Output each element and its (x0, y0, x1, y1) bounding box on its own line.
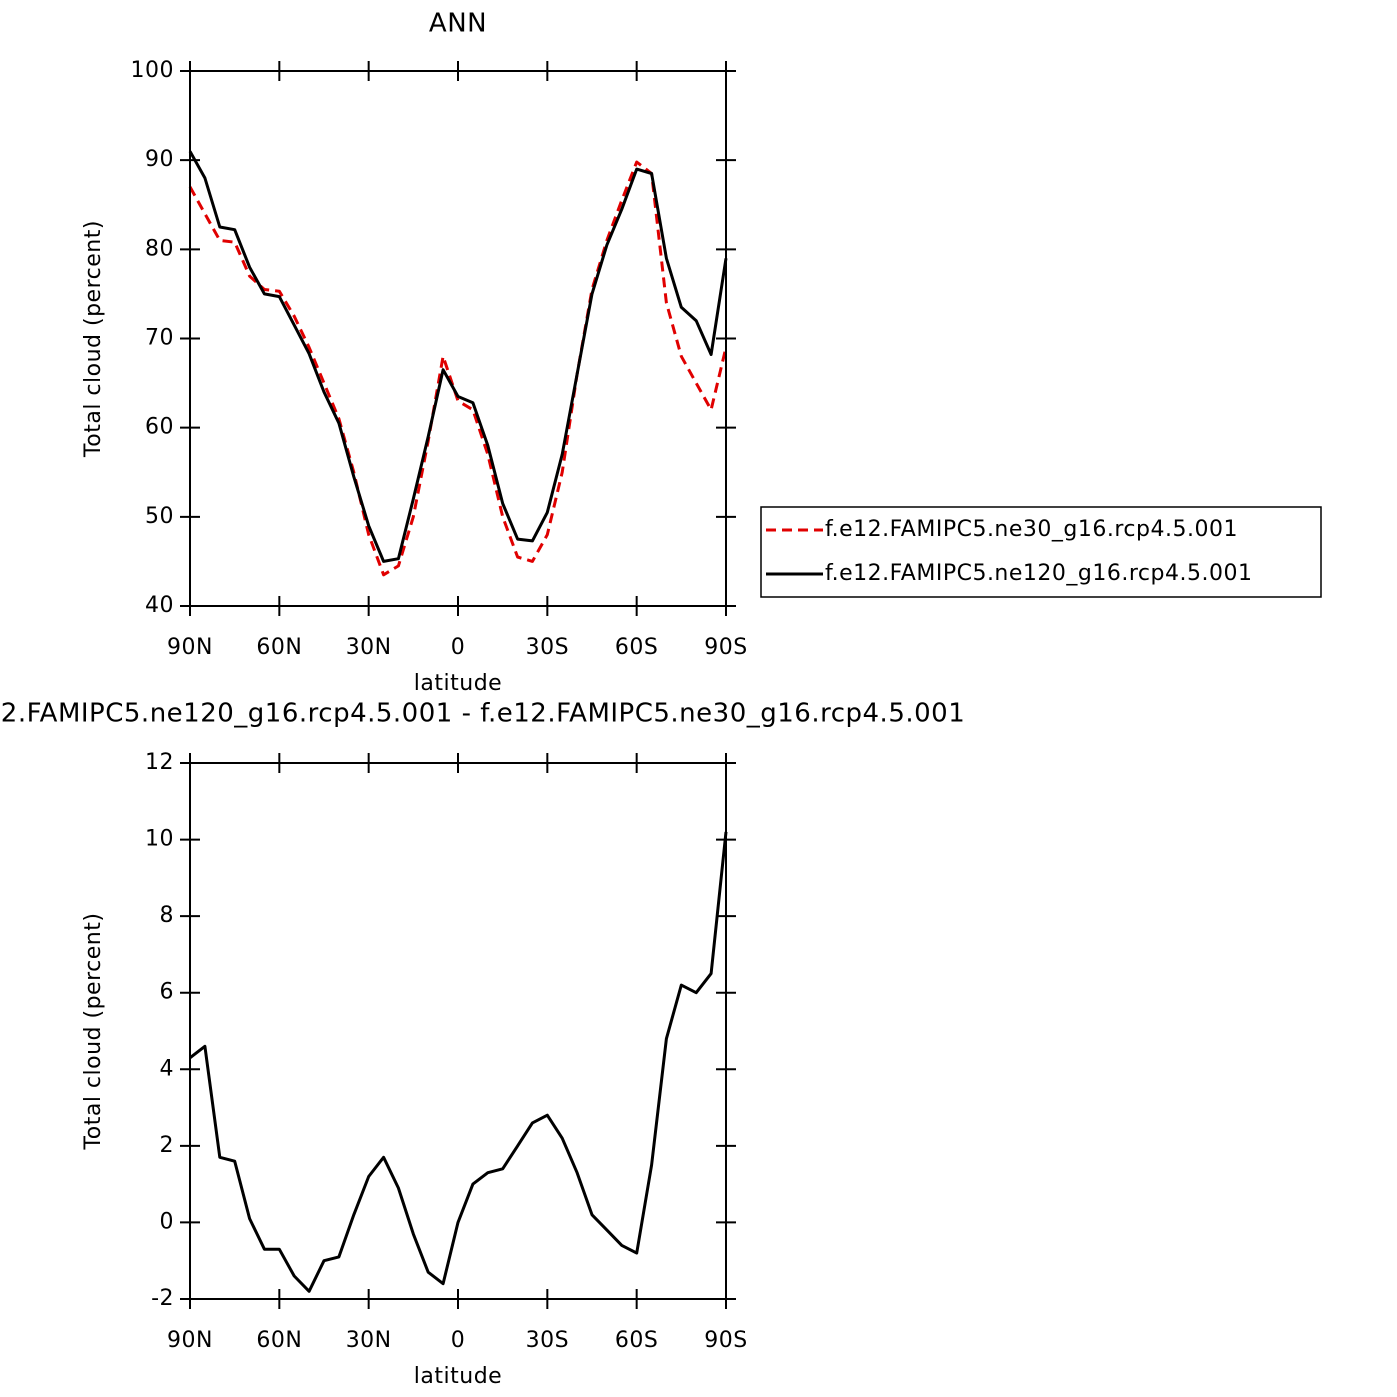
y-axis-label: Total cloud (percent) (81, 913, 106, 1151)
y-tick-label: 70 (145, 326, 174, 351)
chart-title: ANN (429, 9, 487, 39)
y-tick-label: 12 (145, 750, 174, 775)
y-tick-label: 2 (160, 1133, 175, 1158)
y-tick-label: 6 (160, 980, 175, 1005)
plot-frame (189, 70, 727, 607)
y-tick-label: 50 (145, 504, 174, 529)
y-tick-label: 60 (145, 415, 174, 440)
legend-label: f.e12.FAMIPC5.ne120_g16.rcp4.5.001 (825, 561, 1252, 586)
chart-title: f.e12.FAMIPC5.ne120_g16.rcp4.5.001 - f.e… (0, 699, 965, 729)
legend-label: f.e12.FAMIPC5.ne30_g16.rcp4.5.001 (825, 517, 1238, 542)
x-tick-label: 30N (346, 1328, 392, 1353)
x-tick-label: 90S (704, 1328, 747, 1353)
x-tick-label: 30S (526, 1328, 569, 1353)
y-tick-label: 80 (145, 236, 174, 261)
y-tick-label: -2 (151, 1286, 174, 1311)
x-tick-label: 60N (256, 635, 302, 660)
data-line (188, 150, 728, 563)
x-tick-label: 90N (167, 635, 213, 660)
x-tick-label: 0 (451, 1328, 466, 1353)
x-tick-label: 30N (346, 635, 392, 660)
data-line (189, 831, 728, 1293)
x-axis-label: latitude (414, 671, 502, 696)
x-tick-label: 60S (615, 635, 658, 660)
data-line (188, 160, 728, 577)
y-tick-label: 100 (131, 58, 175, 83)
x-tick-label: 90N (167, 1328, 213, 1353)
y-tick-label: 8 (160, 903, 175, 928)
plot-frame (189, 762, 727, 1300)
y-tick-label: 10 (145, 827, 174, 852)
x-tick-label: 60N (256, 1328, 302, 1353)
x-tick-label: 90S (704, 635, 747, 660)
y-tick-label: 40 (145, 593, 174, 618)
y-tick-label: 4 (160, 1056, 175, 1081)
x-tick-label: 30S (526, 635, 569, 660)
x-tick-label: 0 (451, 635, 466, 660)
x-tick-label: 60S (615, 1328, 658, 1353)
y-tick-label: 90 (145, 147, 174, 172)
x-axis-label: latitude (414, 1364, 502, 1389)
legend-box (760, 506, 1322, 598)
y-tick-label: 0 (160, 1209, 175, 1234)
y-axis-label: Total cloud (percent) (81, 220, 106, 458)
